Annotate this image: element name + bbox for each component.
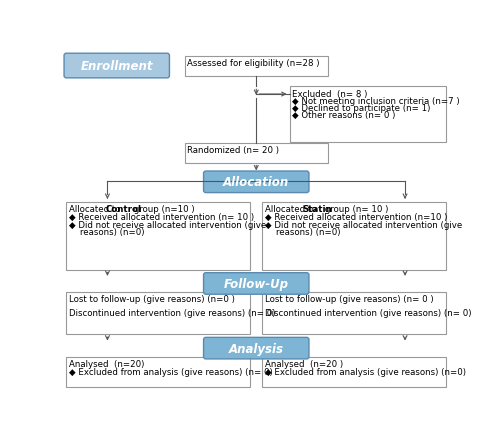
Text: ◆ Excluded from analysis (give reasons) (n= 0): ◆ Excluded from analysis (give reasons) … — [68, 367, 272, 376]
Text: Allocation: Allocation — [223, 176, 290, 189]
Text: Analysis: Analysis — [229, 342, 284, 355]
Text: group (n=10 ): group (n=10 ) — [130, 205, 194, 214]
Text: reasons) (n=0): reasons) (n=0) — [68, 228, 144, 237]
FancyBboxPatch shape — [262, 357, 446, 388]
Text: ◆ Declined to participate (n= 1): ◆ Declined to participate (n= 1) — [292, 104, 430, 113]
Text: ◆ Excluded from analysis (give reasons) (n=0): ◆ Excluded from analysis (give reasons) … — [265, 367, 466, 376]
FancyBboxPatch shape — [262, 292, 446, 335]
Text: Lost to follow-up (give reasons) (n=0 ): Lost to follow-up (give reasons) (n=0 ) — [68, 295, 234, 304]
Text: Analysed  (n=20 ): Analysed (n=20 ) — [265, 359, 343, 368]
Text: ◆ Not meeting inclusion criteria (n=7 ): ◆ Not meeting inclusion criteria (n=7 ) — [292, 97, 460, 106]
Text: ◆ Received allocated intervention (n=10 ): ◆ Received allocated intervention (n=10 … — [265, 212, 447, 221]
Text: Control: Control — [106, 205, 142, 214]
FancyBboxPatch shape — [262, 202, 446, 270]
Text: Statin: Statin — [302, 205, 332, 214]
Text: Lost to follow-up (give reasons) (n= 0 ): Lost to follow-up (give reasons) (n= 0 ) — [265, 295, 434, 304]
FancyBboxPatch shape — [290, 87, 446, 142]
Text: Analysed  (n=20): Analysed (n=20) — [68, 359, 144, 368]
Text: ◆ Did not receive allocated intervention (give: ◆ Did not receive allocated intervention… — [68, 220, 266, 229]
FancyBboxPatch shape — [204, 172, 309, 193]
Text: reasons) (n=0): reasons) (n=0) — [265, 228, 340, 237]
Text: group (n= 10 ): group (n= 10 ) — [322, 205, 388, 214]
FancyBboxPatch shape — [204, 273, 309, 295]
FancyBboxPatch shape — [66, 292, 250, 335]
Text: ◆ Other reasons (n= 0 ): ◆ Other reasons (n= 0 ) — [292, 111, 396, 120]
FancyBboxPatch shape — [204, 338, 309, 359]
FancyBboxPatch shape — [185, 143, 328, 163]
Text: Allocated to: Allocated to — [265, 205, 319, 214]
Text: Allocated to: Allocated to — [68, 205, 123, 214]
Text: ◆ Received allocated intervention (n= 10 ): ◆ Received allocated intervention (n= 10… — [68, 212, 254, 221]
Text: Assessed for eligibility (n=28 ): Assessed for eligibility (n=28 ) — [188, 59, 320, 68]
Text: Excluded  (n= 8 ): Excluded (n= 8 ) — [292, 89, 368, 99]
Text: Discontinued intervention (give reasons) (n= 0): Discontinued intervention (give reasons)… — [265, 308, 472, 318]
FancyBboxPatch shape — [64, 54, 170, 79]
FancyBboxPatch shape — [185, 57, 328, 76]
Text: Enrollment: Enrollment — [80, 60, 153, 73]
FancyBboxPatch shape — [66, 202, 250, 270]
Text: ◆ Did not receive allocated intervention (give: ◆ Did not receive allocated intervention… — [265, 220, 462, 229]
Text: Discontinued intervention (give reasons) (n= 0): Discontinued intervention (give reasons)… — [68, 308, 275, 318]
Text: Randomized (n= 20 ): Randomized (n= 20 ) — [188, 145, 280, 155]
FancyBboxPatch shape — [66, 357, 250, 388]
Text: Follow-Up: Follow-Up — [224, 277, 289, 290]
